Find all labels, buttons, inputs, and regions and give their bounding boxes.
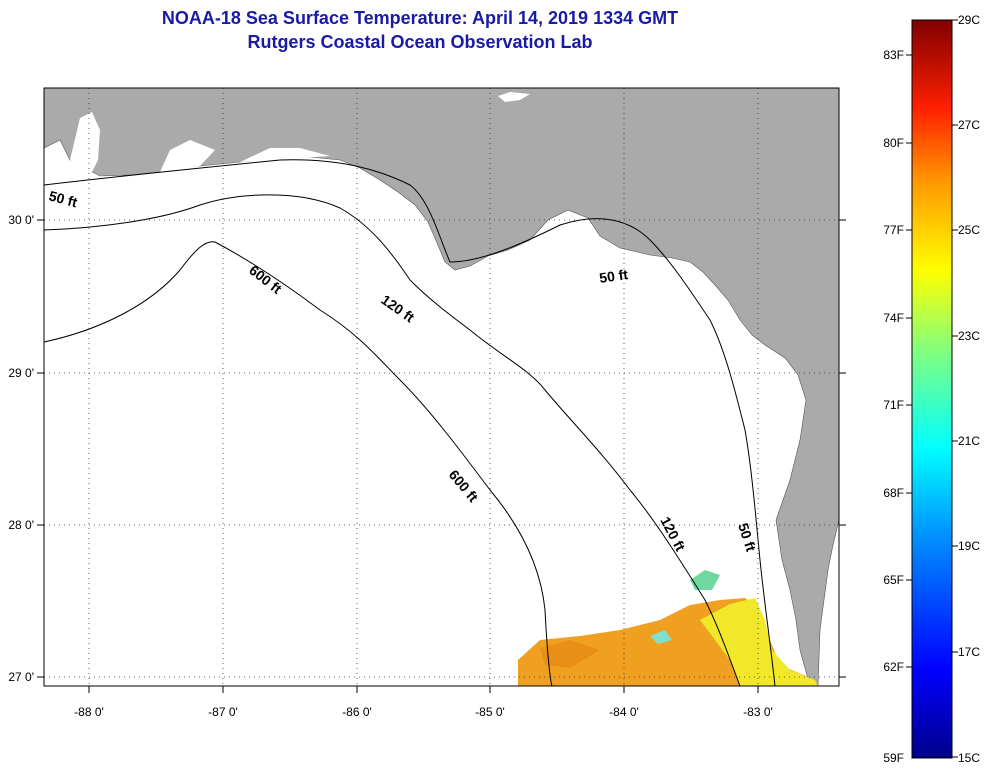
- colorbar: [911, 19, 953, 759]
- map-frame: [43, 87, 840, 687]
- depth-contours: [44, 159, 776, 686]
- lon-tick-label: -87 0': [208, 705, 238, 719]
- lon-tick-label: -88 0': [74, 705, 104, 719]
- colorbar-f-label: 62F: [883, 660, 904, 674]
- axis-ticks: [37, 219, 846, 693]
- mobile-bay: [70, 112, 100, 176]
- colorbar-f-label: 74F: [883, 311, 904, 325]
- lat-tick-label: 30 0': [8, 213, 34, 227]
- lon-tick-label: -85 0': [475, 705, 505, 719]
- page-title: NOAA-18 Sea Surface Temperature: April 1…: [161, 8, 679, 28]
- lat-tick-label: 28 0': [8, 518, 34, 532]
- contour-label: 50 ft: [47, 187, 79, 210]
- lon-tick-label: -84 0': [609, 705, 639, 719]
- contour-label: 50 ft: [598, 266, 629, 286]
- colorbar-c-label: 23C: [958, 329, 980, 343]
- lon-tick-label: -83 0': [743, 705, 773, 719]
- colorbar-c-label: 25C: [958, 223, 980, 237]
- contour-600ft: [44, 241, 553, 686]
- lat-tick-label: 29 0': [8, 366, 34, 380]
- colorbar-f-label: 80F: [883, 136, 904, 150]
- colorbar-f-label: 71F: [883, 398, 904, 412]
- inland-lake: [498, 92, 530, 102]
- colorbar-c-label: 15C: [958, 751, 980, 765]
- contour-120ft: [44, 194, 741, 686]
- colorbar-c-label: 21C: [958, 434, 980, 448]
- colorbar-f-label: 65F: [883, 573, 904, 587]
- page-subtitle: Rutgers Coastal Ocean Observation Lab: [247, 32, 593, 52]
- lon-tick-label: -86 0': [342, 705, 372, 719]
- lat-tick-label: 27 0': [8, 670, 34, 684]
- choctawhatchee-bay: [240, 148, 330, 162]
- colorbar-c-label: 19C: [958, 539, 980, 553]
- colorbar-ticks: [906, 19, 958, 758]
- sst-data: [518, 570, 818, 686]
- colorbar-f-label: 59F: [883, 751, 904, 765]
- colorbar-f-label: 77F: [883, 223, 904, 237]
- colorbar-c-label: 17C: [958, 645, 980, 659]
- colorbar-c-label: 29C: [958, 13, 980, 27]
- colorbar-c-label: 27C: [958, 118, 980, 132]
- colorbar-f-label: 83F: [883, 48, 904, 62]
- contour-50ft: [44, 159, 776, 686]
- pensacola-bay: [160, 140, 215, 172]
- colorbar-f-label: 68F: [883, 486, 904, 500]
